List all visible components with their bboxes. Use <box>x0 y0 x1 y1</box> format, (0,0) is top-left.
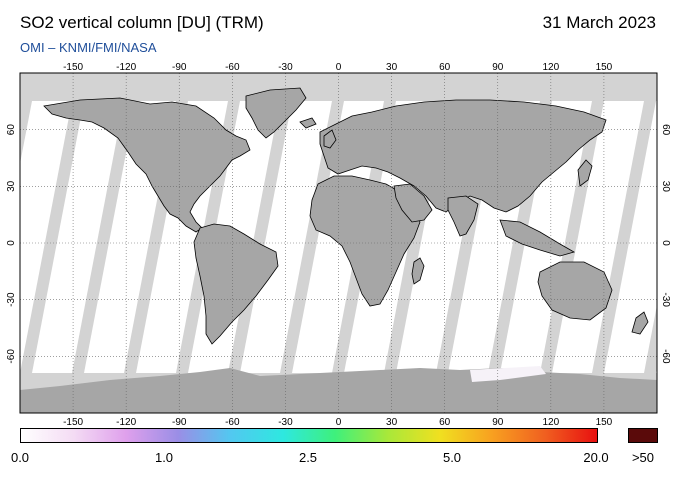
lon-tick-top: -30 <box>278 62 293 73</box>
landmass-iceland <box>299 117 317 129</box>
lon-tick-bottom: 0 <box>336 417 342 428</box>
lon-tick-bottom: -120 <box>116 417 136 428</box>
lon-tick-top: 150 <box>596 62 613 73</box>
lon-tick-top: -120 <box>116 62 136 73</box>
orbit-swath <box>656 367 657 373</box>
lon-tick-top: -150 <box>63 62 83 73</box>
lon-tick-bottom: 90 <box>492 417 504 428</box>
landmass-arabia <box>393 183 433 223</box>
colorbar-label-3: 5.0 <box>442 450 462 465</box>
landmass-madagascar <box>411 257 425 285</box>
landmass-british-isles <box>323 129 337 149</box>
lat-tick-left: 60 <box>6 124 17 136</box>
lat-tick-right: 0 <box>660 240 671 246</box>
landmass-new-zealand <box>631 311 649 335</box>
lat-tick-right: 30 <box>660 181 671 193</box>
lat-tick-right: -30 <box>660 292 671 307</box>
lon-tick-bottom: -150 <box>63 417 83 428</box>
graticule <box>20 73 657 413</box>
lon-tick-top: 0 <box>336 62 342 73</box>
orbit-swath <box>604 101 657 373</box>
colorbar <box>20 428 598 443</box>
lon-tick-top: -60 <box>225 62 240 73</box>
landmass-greenland <box>245 87 307 139</box>
lat-tick-left: -30 <box>6 292 17 307</box>
landmass-north-america <box>43 97 251 233</box>
lat-tick-left: 30 <box>6 180 17 192</box>
map-title: SO2 vertical column [DU] (TRM) <box>20 13 264 32</box>
lat-tick-right: -60 <box>660 349 671 364</box>
orbit-swath <box>0 101 20 373</box>
map-subtitle: OMI – KNMI/FMI/NASA <box>20 40 157 55</box>
colorbar-label-0: 0.0 <box>10 450 30 465</box>
orbit-swath <box>32 101 124 373</box>
colorbar-label-1: 1.0 <box>154 450 174 465</box>
landmass-south-america <box>193 223 279 345</box>
map-date: 31 March 2023 <box>542 13 656 32</box>
lat-tick-left: 0 <box>6 240 17 246</box>
lat-tick-left: -60 <box>6 349 17 364</box>
lon-tick-bottom: -90 <box>172 417 187 428</box>
lon-tick-bottom: 120 <box>542 417 559 428</box>
map-frame <box>19 72 658 414</box>
lon-tick-bottom: -60 <box>225 417 240 428</box>
orbit-swath <box>240 101 332 373</box>
landmass-southeast-asia <box>499 219 576 257</box>
orbit-swath <box>20 101 72 373</box>
landmass-africa <box>309 175 421 307</box>
lon-tick-bottom: 30 <box>386 417 398 428</box>
lat-tick-right: 60 <box>660 124 671 136</box>
colorbar-overflow-box <box>628 428 658 443</box>
landmass-australia <box>537 261 613 321</box>
colorbar-overflow-label: >50 <box>631 450 655 465</box>
lon-tick-bottom: 60 <box>439 417 451 428</box>
axis-ticks: -150 -150 -120 -120 -90 -90 -60 -60 -30 -30 0 0 30 30… <box>6 62 671 428</box>
colorbar-label-2: 2.5 <box>298 450 318 465</box>
landmass-india <box>447 195 479 237</box>
lon-tick-top: 30 <box>386 62 398 73</box>
lon-tick-top: 120 <box>542 62 559 73</box>
landmass-japan <box>577 159 593 187</box>
sea-ice-data-patch <box>470 366 546 382</box>
lon-tick-bottom: -30 <box>278 417 293 428</box>
colorbar-label-4: 20.0 <box>583 450 609 465</box>
lon-tick-top: -90 <box>172 62 187 73</box>
lon-tick-top: 60 <box>439 62 451 73</box>
lon-tick-top: 90 <box>492 62 504 73</box>
lon-tick-bottom: 150 <box>596 417 613 428</box>
